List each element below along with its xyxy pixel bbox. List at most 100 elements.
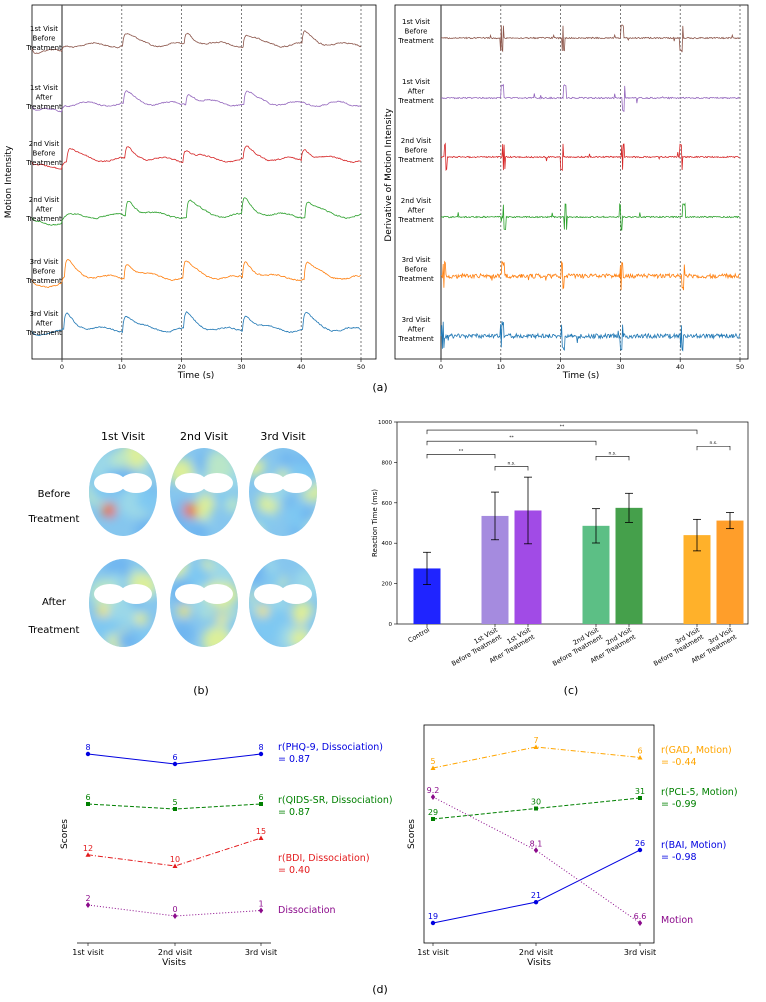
y-tick-label: 0 xyxy=(389,622,393,628)
marker-diamond xyxy=(85,902,91,908)
x-tick-label: Control xyxy=(407,626,432,645)
series-annotation: Dissociation xyxy=(278,905,336,916)
deriv-trace-label: 2nd Visit xyxy=(401,137,432,145)
heatmap-hotspot xyxy=(178,605,190,617)
series-annotation: = -0.98 xyxy=(661,852,697,863)
motion-trace-label: Treatment xyxy=(25,329,62,337)
eye-mask xyxy=(94,584,126,604)
data-label: 2 xyxy=(85,894,90,903)
significance-label: n.s. xyxy=(709,441,717,446)
x-tick-label-group: Control xyxy=(407,626,432,645)
y-tick-label: 800 xyxy=(382,460,393,466)
deriv-trace-label: 3rd Visit xyxy=(402,316,431,324)
significance-label: ** xyxy=(459,448,464,454)
deriv-trace-label: Before xyxy=(405,28,428,36)
heatmap-blob xyxy=(249,633,262,647)
motion-trace xyxy=(31,197,361,226)
eye-mask xyxy=(254,584,286,604)
deriv-trace-label: Before xyxy=(405,266,428,274)
data-label: 12 xyxy=(83,844,93,853)
motion-trace-label: Before xyxy=(33,35,56,43)
data-label: 29 xyxy=(428,808,438,817)
data-label: 6 xyxy=(258,793,263,802)
deriv-trace-label: Treatment xyxy=(397,97,434,105)
motion-trace-label: Treatment xyxy=(25,159,62,167)
marker-circle xyxy=(85,751,91,757)
heatmap-blob xyxy=(139,626,157,646)
deriv-tick-label: 40 xyxy=(676,363,684,371)
data-label: 21 xyxy=(531,891,541,900)
motion-derivative-xlabel: Time (s) xyxy=(562,371,600,381)
motion-trace-label: Treatment xyxy=(25,44,62,52)
motion-intensity-chart: Motion Intensity Time (s) 0 10 20 30 40 50 1st… xyxy=(4,4,377,381)
heatmap-blob xyxy=(196,494,215,513)
heatmap-col-2: 2nd Visit xyxy=(180,430,229,443)
motion-trace-label: Treatment xyxy=(25,103,62,111)
heatmap-blob xyxy=(300,506,317,522)
motion-intensity-ylabel: Motion Intensity xyxy=(4,145,14,218)
heatmap-row-after-1: After xyxy=(42,597,67,608)
series-annotation: r(QIDS-SR, Dissociation) xyxy=(278,795,393,806)
significance-label: n.s. xyxy=(608,451,616,456)
series-annotation: r(GAD, Motion) xyxy=(661,745,732,756)
motion-trace-label: 2nd Visit xyxy=(29,140,60,148)
series-line xyxy=(432,849,641,924)
deriv-tick-label: 20 xyxy=(556,363,564,371)
heatmap-row-before-1: Before xyxy=(38,489,71,500)
heatmap-face xyxy=(249,559,317,647)
heatmap-hotspot xyxy=(135,613,147,625)
heatmap-face xyxy=(170,448,238,536)
significance-bracket xyxy=(426,429,698,435)
significance-bracket xyxy=(595,456,630,461)
heatmap-blob xyxy=(258,512,274,527)
deriv-tick-label: 10 xyxy=(497,363,505,371)
heatmap-blob xyxy=(249,455,265,476)
data-label: 31 xyxy=(635,787,645,796)
marker-circle xyxy=(533,899,539,905)
heatmap-col-1: 1st Visit xyxy=(101,430,146,443)
marker-square xyxy=(259,802,263,806)
series-annotation: = 0.87 xyxy=(278,807,310,818)
data-label: 5 xyxy=(430,757,435,766)
marker-square xyxy=(86,802,90,806)
motion-trace xyxy=(31,90,361,113)
y-tick-label: 400 xyxy=(382,541,393,547)
series-annotation: = 0.40 xyxy=(278,865,310,876)
motion-trace-label: Before xyxy=(33,150,56,158)
heatmap-blob xyxy=(249,560,267,585)
y-tick-label: 200 xyxy=(382,582,393,588)
deriv-tick-label: 50 xyxy=(736,363,744,371)
significance-bracket xyxy=(494,466,529,471)
heatmap-face xyxy=(170,559,238,647)
motion-trace-label: 3rd Visit xyxy=(30,258,59,266)
deriv-trace xyxy=(440,83,740,112)
reaction-time-chart: 0 200 400 600 800 1000 Reaction Time (ms) Contr… xyxy=(371,420,749,668)
motion-trace-label: 1st Visit xyxy=(30,25,58,33)
marker-diamond xyxy=(533,847,539,854)
deriv-trace-label: Treatment xyxy=(397,216,434,224)
x-tick-label: 3rd visit xyxy=(245,948,277,957)
heatmap-face xyxy=(249,448,317,536)
data-label: 6 xyxy=(637,747,642,756)
marker-diamond xyxy=(637,920,643,926)
panel-label-a: (a) xyxy=(372,381,387,394)
motion-trace-label: After xyxy=(36,206,53,214)
heatmap-blob xyxy=(184,562,209,588)
line-plot-frame xyxy=(423,724,655,944)
eye-mask xyxy=(201,473,233,493)
motion-trace xyxy=(31,259,361,288)
heatmap-row-after-2: Treatment xyxy=(28,625,80,636)
data-label: 0 xyxy=(172,905,177,914)
heatmap-blob xyxy=(136,490,157,510)
motion-trace-label: 2nd Visit xyxy=(29,196,60,204)
motion-trace-label: After xyxy=(36,94,53,102)
deriv-trace-label: After xyxy=(408,326,425,334)
marker-triangle xyxy=(85,852,91,857)
series-annotation: = 0.87 xyxy=(278,754,310,765)
data-label: 9.2 xyxy=(427,786,440,795)
series-annotation: r(PCL-5, Motion) xyxy=(661,787,738,798)
series-annotation: r(PHQ-9, Dissociation) xyxy=(278,742,383,753)
heatmap-blob xyxy=(282,495,295,508)
x-axis-label: Visits xyxy=(162,958,186,968)
marker-circle xyxy=(172,761,178,767)
